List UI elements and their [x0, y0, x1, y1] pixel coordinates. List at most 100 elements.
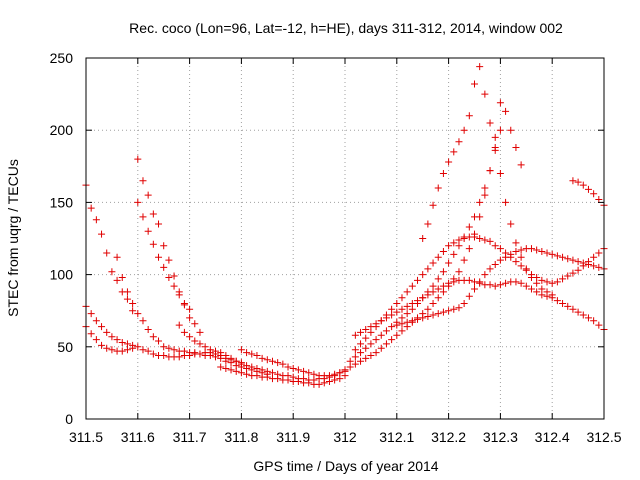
- data-point: [502, 253, 510, 261]
- data-point: [134, 155, 142, 163]
- series-arc-m: [419, 63, 556, 299]
- data-point: [367, 340, 375, 348]
- data-point: [450, 305, 458, 313]
- data-point: [465, 112, 473, 120]
- y-tick-label: 250: [50, 50, 74, 66]
- data-point: [170, 282, 178, 290]
- data-point: [465, 223, 473, 231]
- data-point: [481, 236, 489, 244]
- data-point: [92, 336, 100, 344]
- data-point: [455, 268, 463, 276]
- data-point: [527, 273, 535, 281]
- data-point: [263, 356, 271, 364]
- x-tick-label: 312.2: [431, 429, 466, 445]
- data-point: [502, 279, 510, 287]
- data-point: [512, 239, 520, 247]
- data-point: [320, 379, 328, 387]
- data-point: [445, 158, 453, 166]
- data-point: [305, 379, 313, 387]
- data-point: [486, 265, 494, 273]
- data-point: [300, 367, 308, 375]
- data-point: [139, 346, 147, 354]
- data-point: [377, 331, 385, 339]
- data-point: [341, 366, 349, 374]
- x-tick-label: 311.5: [69, 429, 103, 445]
- data-point: [439, 268, 447, 276]
- data-point: [237, 369, 245, 377]
- data-point: [476, 235, 484, 242]
- data-point: [336, 369, 344, 377]
- data-point: [491, 242, 499, 250]
- data-point: [522, 265, 530, 273]
- data-point: [496, 99, 504, 107]
- data-point: [310, 370, 318, 378]
- data-point: [574, 178, 582, 186]
- data-point: [357, 340, 365, 348]
- data-point: [206, 346, 214, 354]
- data-point: [414, 297, 422, 305]
- data-point: [186, 305, 194, 313]
- data-point: [543, 278, 551, 286]
- data-point: [98, 323, 106, 331]
- data-point: [548, 250, 556, 258]
- data-point: [196, 350, 204, 358]
- data-point: [160, 242, 168, 250]
- data-point: [507, 126, 515, 134]
- data-point: [243, 370, 251, 378]
- data-point: [403, 302, 411, 310]
- y-tick-label: 50: [57, 339, 73, 355]
- data-point: [212, 347, 219, 355]
- data-point: [553, 252, 561, 260]
- data-point: [134, 310, 142, 318]
- data-point: [201, 343, 209, 351]
- data-point: [253, 351, 261, 359]
- data-point: [533, 246, 541, 254]
- data-point: [248, 350, 256, 358]
- data-point: [569, 269, 577, 277]
- data-point: [434, 275, 442, 283]
- data-point: [429, 299, 437, 307]
- data-point: [434, 253, 442, 261]
- data-point: [486, 237, 494, 245]
- data-point: [149, 333, 157, 341]
- data-point: [289, 364, 297, 372]
- data-point: [496, 245, 504, 253]
- data-point: [548, 279, 556, 287]
- data-point: [450, 239, 458, 247]
- data-point: [476, 63, 484, 71]
- data-point: [476, 278, 484, 286]
- data-point: [165, 256, 173, 264]
- data-point: [533, 279, 541, 287]
- data-point: [191, 337, 199, 345]
- data-point: [538, 276, 546, 284]
- data-point: [398, 294, 406, 302]
- data-point: [139, 213, 147, 221]
- data-point: [367, 323, 375, 331]
- data-point: [450, 278, 458, 286]
- data-point: [180, 299, 188, 307]
- data-point: [471, 213, 478, 221]
- data-point: [123, 288, 131, 296]
- data-point: [496, 126, 504, 134]
- data-point: [496, 281, 504, 289]
- data-point: [362, 354, 370, 362]
- x-axis-label: GPS time / Days of year 2014: [253, 458, 438, 474]
- data-point: [217, 363, 225, 371]
- data-point: [595, 249, 603, 257]
- data-point: [471, 285, 478, 293]
- data-point: [274, 375, 282, 383]
- data-point: [149, 350, 157, 358]
- data-point: [439, 282, 447, 290]
- data-point: [486, 167, 494, 175]
- data-point: [232, 357, 240, 365]
- data-point: [248, 363, 256, 371]
- data-point: [543, 249, 551, 257]
- data-point: [424, 265, 432, 273]
- data-point: [445, 307, 453, 315]
- data-point: [98, 341, 106, 349]
- data-point: [595, 321, 603, 329]
- data-point: [160, 351, 168, 359]
- data-point: [512, 247, 520, 255]
- data-point: [160, 343, 168, 351]
- chart-title: Rec. coco (Lon=96, Lat=-12, h=HE), days …: [129, 20, 563, 36]
